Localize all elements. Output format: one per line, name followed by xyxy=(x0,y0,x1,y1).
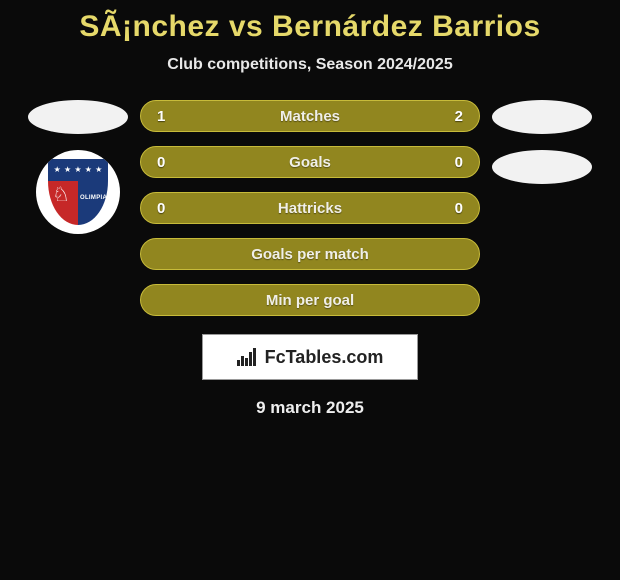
left-club-logo: ★ ★ ★ ★ ★ ♘ OLIMPIA xyxy=(36,150,120,234)
right-country-badge xyxy=(492,100,592,134)
stat-left-value: 0 xyxy=(157,200,173,217)
stats-column: 1 Matches 2 0 Goals 0 0 Hattricks 0 Goal… xyxy=(140,100,480,316)
club-name-label: OLIMPIA xyxy=(80,195,107,201)
stat-label: Goals xyxy=(289,154,331,171)
left-country-badge xyxy=(28,100,128,134)
stat-label: Hattricks xyxy=(278,200,342,217)
right-club-badge xyxy=(492,150,592,184)
stat-row-goals-per-match: Goals per match xyxy=(140,238,480,270)
stat-row-matches: 1 Matches 2 xyxy=(140,100,480,132)
olimpia-shield-icon: ★ ★ ★ ★ ★ ♘ OLIMPIA xyxy=(48,159,108,225)
stat-left-value: 1 xyxy=(157,108,173,125)
stat-row-min-per-goal: Min per goal xyxy=(140,284,480,316)
stat-label: Goals per match xyxy=(251,246,369,263)
star-icon: ★ xyxy=(64,166,71,174)
stat-right-value: 2 xyxy=(447,108,463,125)
star-icon: ★ xyxy=(95,166,102,174)
brand-attribution: FcTables.com xyxy=(202,334,418,380)
stat-left-value: 0 xyxy=(157,154,173,171)
left-player-col: ★ ★ ★ ★ ★ ♘ OLIMPIA xyxy=(28,100,128,234)
stat-label: Min per goal xyxy=(266,292,354,309)
date-label: 9 march 2025 xyxy=(0,398,620,418)
lion-icon: ♘ xyxy=(52,185,70,205)
bar-chart-icon xyxy=(237,348,259,366)
star-icon: ★ xyxy=(85,166,92,174)
right-player-col xyxy=(492,100,592,184)
brand-text: FcTables.com xyxy=(265,347,384,368)
comparison-row: ★ ★ ★ ★ ★ ♘ OLIMPIA 1 Matches xyxy=(0,100,620,316)
star-icon: ★ xyxy=(74,166,81,174)
star-icon: ★ xyxy=(54,166,61,174)
stat-label: Matches xyxy=(280,108,340,125)
stat-row-goals: 0 Goals 0 xyxy=(140,146,480,178)
stat-right-value: 0 xyxy=(447,154,463,171)
stat-row-hattricks: 0 Hattricks 0 xyxy=(140,192,480,224)
page-title: SÃ¡nchez vs Bernárdez Barrios xyxy=(0,0,620,44)
subtitle: Club competitions, Season 2024/2025 xyxy=(0,56,620,74)
stat-right-value: 0 xyxy=(447,200,463,217)
